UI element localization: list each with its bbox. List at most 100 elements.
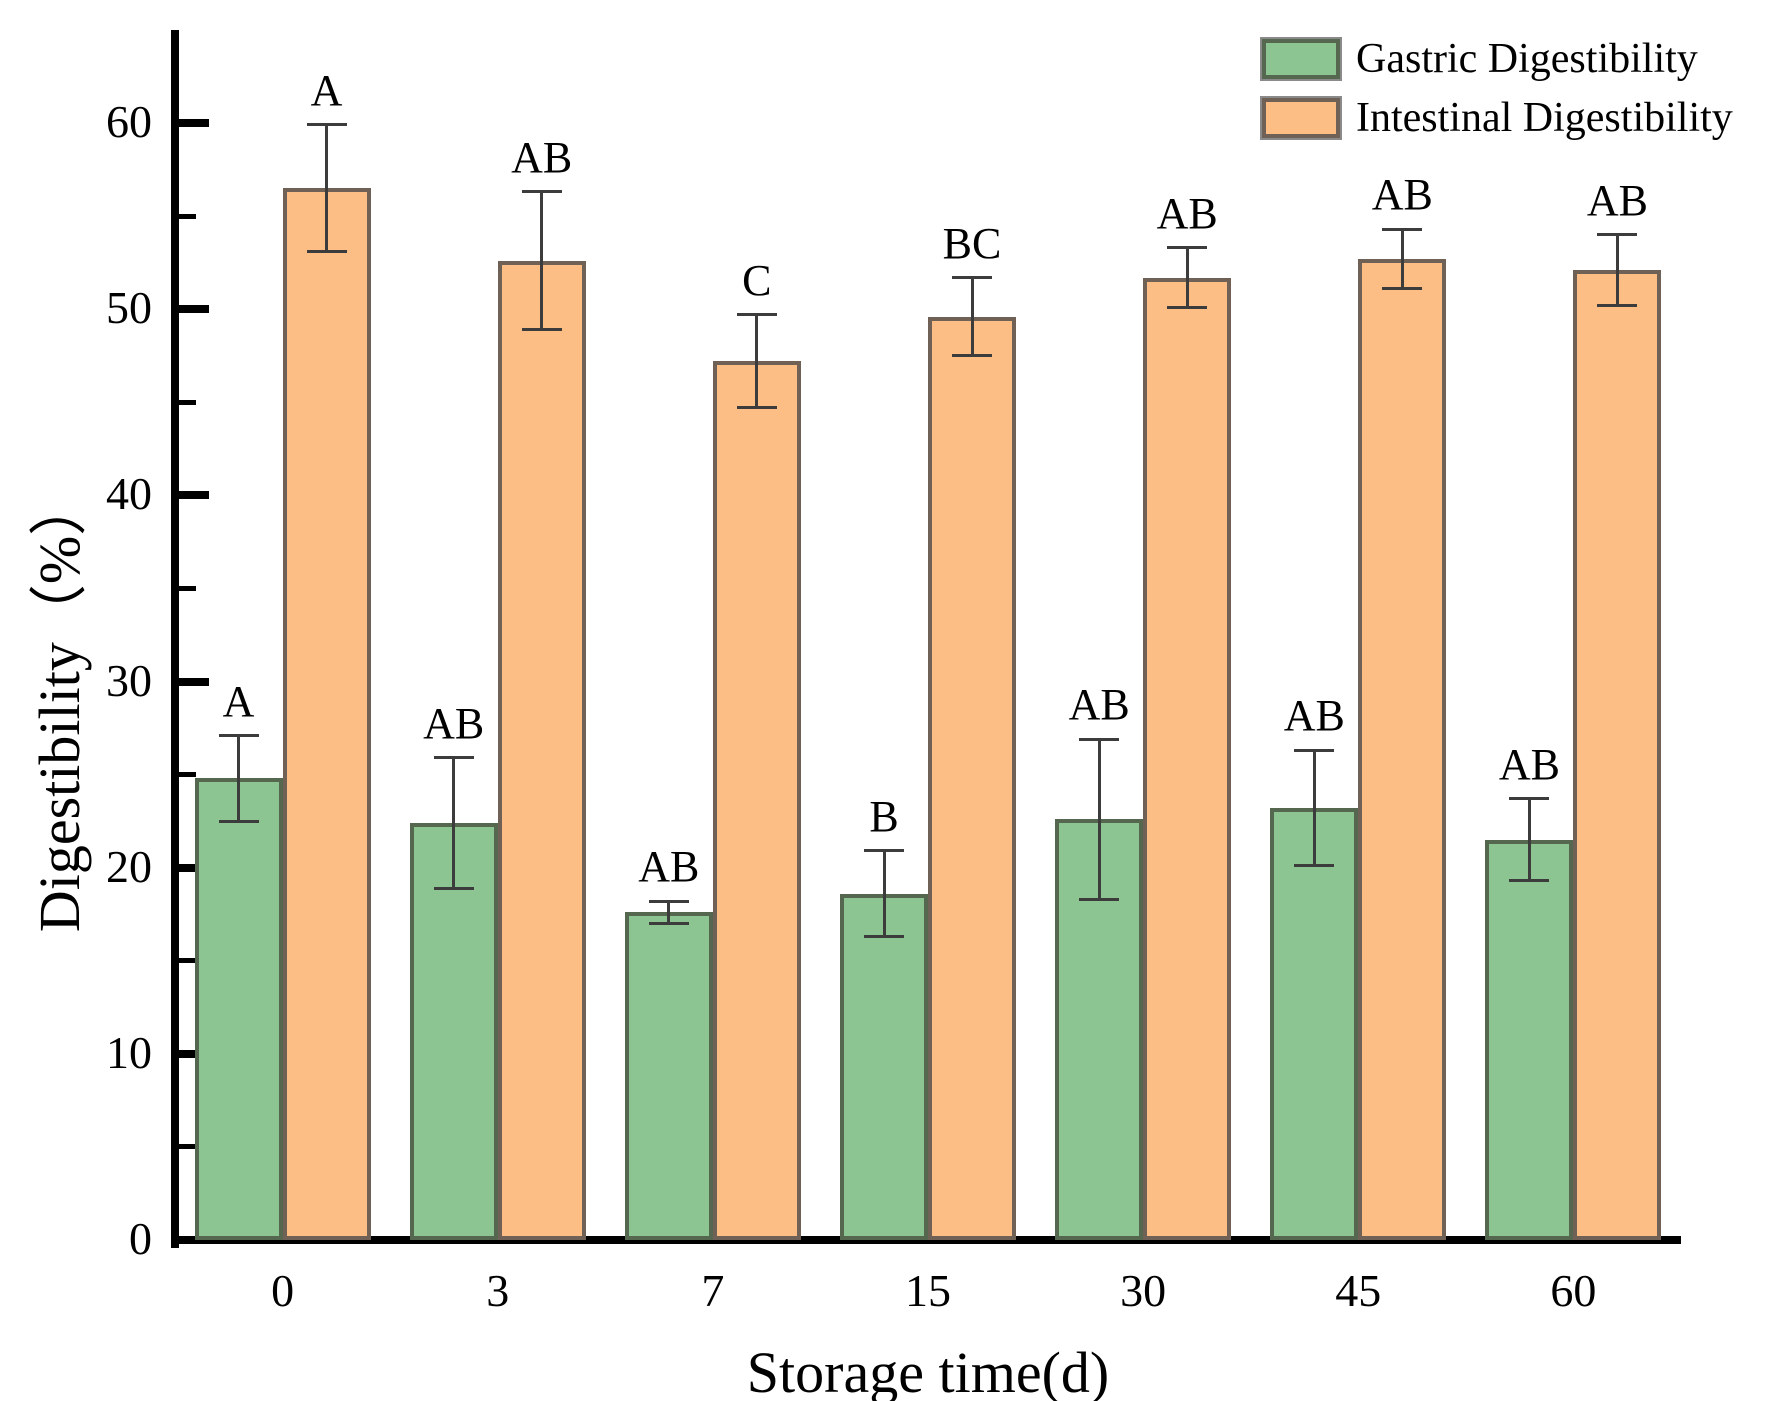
y-minor-tick: [179, 958, 196, 964]
significance-letter: A: [310, 65, 343, 115]
error-bar-cap-bottom: [1294, 864, 1335, 868]
y-tick-label: 30: [106, 654, 152, 706]
error-bar-line: [970, 277, 974, 356]
y-major-tick: [179, 119, 209, 128]
y-major-tick: [179, 305, 209, 314]
y-major-tick: [179, 1049, 209, 1058]
y-axis-spine: [171, 30, 179, 1248]
bar-gastric-15: [840, 893, 928, 1240]
error-bar-cap-top: [1597, 233, 1638, 237]
y-major-tick: [179, 491, 209, 500]
x-axis-spine: [171, 1236, 1681, 1244]
significance-letter: AB: [1371, 170, 1433, 220]
significance-letter: B: [869, 791, 899, 841]
error-bar-cap-bottom: [433, 886, 474, 890]
x-tick-label: 15: [905, 1265, 951, 1316]
y-tick-label: 10: [106, 1026, 152, 1078]
y-major-tick: [179, 677, 209, 686]
significance-letter: AB: [423, 698, 485, 748]
error-bar-line: [325, 124, 329, 252]
error-bar-cap-top: [1382, 227, 1423, 231]
error-bar-cap-bottom: [736, 406, 777, 410]
error-bar-line: [1097, 739, 1101, 900]
error-bar-line: [1400, 229, 1404, 289]
legend-label-gastric: Gastric Digestibility: [1356, 36, 1698, 82]
legend-row-gastric: Gastric Digestibility: [1260, 36, 1733, 82]
error-bar-cap-bottom: [1382, 287, 1423, 291]
error-bar-cap-bottom: [648, 922, 689, 926]
significance-letter: A: [222, 676, 255, 726]
significance-letter: BC: [942, 218, 1002, 268]
y-tick-label: 20: [106, 840, 152, 892]
error-bar-cap-bottom: [1509, 879, 1550, 883]
significance-letter: AB: [1283, 691, 1345, 741]
y-tick-label: 50: [106, 282, 152, 334]
error-bar-cap-bottom: [1079, 897, 1120, 901]
error-bar-cap-bottom: [1597, 304, 1638, 307]
y-tick-label: 60: [106, 96, 152, 148]
y-major-tick: [179, 863, 209, 872]
error-bar-cap-bottom: [952, 354, 992, 358]
y-minor-tick: [179, 213, 196, 219]
error-bar-cap-top: [1509, 797, 1550, 801]
y-minor-tick: [179, 1144, 196, 1150]
legend: Gastric Digestibility Intestinal Digesti…: [1260, 36, 1733, 156]
error-bar-cap-top: [1079, 737, 1120, 741]
error-bar-cap-top: [1294, 748, 1335, 752]
error-bar-cap-top: [433, 756, 474, 760]
error-bar-line: [1185, 247, 1189, 308]
bar-gastric-7: [624, 912, 713, 1240]
bar-gastric-60: [1485, 839, 1574, 1240]
bar-intestinal-15: [928, 316, 1016, 1240]
error-bar-cap-top: [521, 190, 562, 194]
bar-intestinal-7: [712, 361, 801, 1240]
bar-intestinal-30: [1143, 277, 1232, 1240]
error-bar-line: [237, 735, 241, 822]
error-bar-cap-bottom: [521, 328, 562, 332]
x-tick-label: 30: [1120, 1265, 1167, 1316]
x-tick-label: 45: [1335, 1265, 1382, 1316]
error-bar-cap-bottom: [864, 935, 904, 939]
error-bar-cap-top: [218, 734, 259, 738]
error-bar-cap-bottom: [218, 819, 259, 823]
error-bar-cap-top: [864, 849, 904, 853]
error-bar-line: [882, 850, 886, 937]
significance-letter: AB: [1156, 188, 1218, 238]
legend-label-intestinal: Intestinal Digestibility: [1356, 95, 1733, 141]
x-tick-label: 0: [271, 1265, 295, 1316]
error-bar-cap-top: [306, 123, 347, 127]
legend-swatch-intestinal: [1260, 96, 1342, 140]
y-tick-label: 0: [129, 1213, 152, 1265]
significance-letter: AB: [511, 132, 573, 182]
significance-letter: AB: [1498, 739, 1560, 789]
legend-row-intestinal: Intestinal Digestibility: [1260, 95, 1733, 141]
bar-intestinal-45: [1358, 258, 1447, 1240]
y-minor-tick: [179, 585, 196, 591]
bar-intestinal-0: [282, 188, 371, 1240]
x-tick-label: 60: [1550, 1265, 1597, 1316]
bar-intestinal-3: [497, 260, 586, 1240]
significance-letter: AB: [1068, 680, 1130, 730]
y-minor-tick: [179, 772, 196, 778]
error-bar-cap-bottom: [306, 250, 347, 254]
x-tick-label: 7: [701, 1265, 725, 1316]
error-bar-line: [667, 901, 671, 924]
x-tick-label: 3: [486, 1265, 510, 1316]
error-bar-cap-top: [736, 313, 777, 317]
legend-swatch-gastric: [1260, 37, 1342, 81]
significance-letter: AB: [1586, 175, 1648, 225]
error-bar-cap-top: [648, 899, 689, 903]
error-bar-cap-top: [952, 276, 992, 280]
error-bar-line: [452, 757, 456, 889]
error-bar-line: [1312, 750, 1316, 866]
y-tick-label: 40: [106, 468, 152, 520]
error-bar-line: [1615, 234, 1619, 306]
bar-intestinal-60: [1573, 270, 1662, 1240]
error-bar-line: [755, 314, 759, 408]
error-bar-cap-bottom: [1167, 305, 1208, 309]
error-bar-line: [1527, 798, 1531, 881]
error-bar-line: [540, 191, 544, 330]
x-axis-title: Storage time(d): [746, 1340, 1110, 1401]
bar-gastric-3: [409, 823, 498, 1240]
